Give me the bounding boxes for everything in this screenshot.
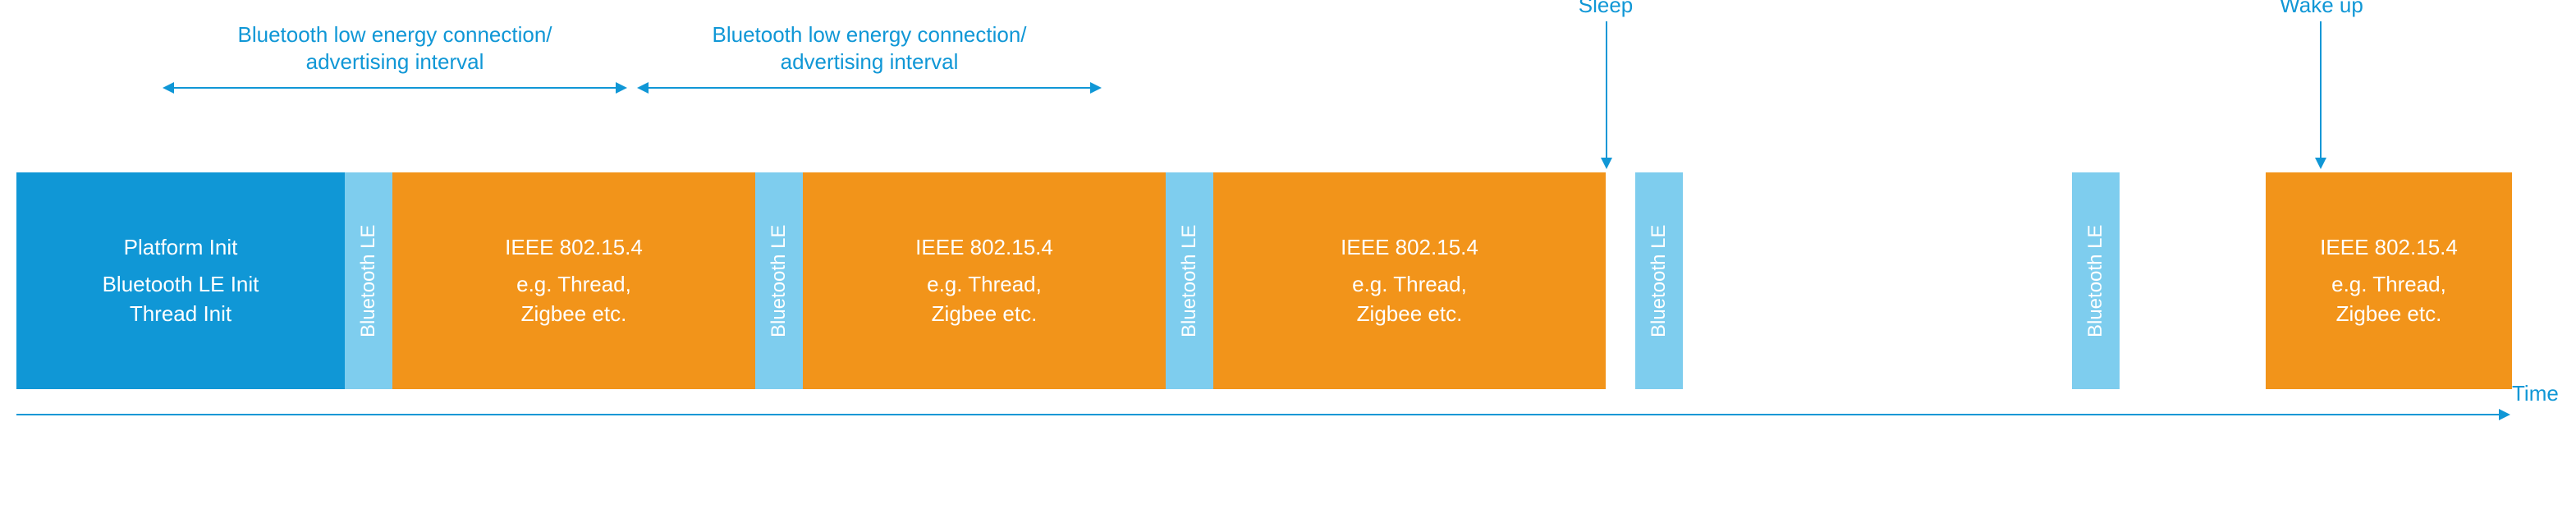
sleep-label: Sleep: [1556, 0, 1655, 19]
interval1-line1: Bluetooth low energy connection/: [237, 22, 552, 47]
sleep-arrow: [1601, 21, 1612, 169]
interval1-line2: advertising interval: [306, 49, 484, 74]
interval2-label: Bluetooth low energy connection/ adverti…: [637, 21, 1102, 75]
ieee2-line1: IEEE 802.15.4: [915, 233, 1053, 262]
block-ble2: Bluetooth LE: [755, 172, 803, 389]
interval2-line1: Bluetooth low energy connection/: [712, 22, 1026, 47]
init-line3: Thread Init: [130, 300, 231, 328]
time-axis: [16, 409, 2510, 420]
ieee4-line1: IEEE 802.15.4: [2320, 233, 2458, 262]
ieee1-line2: e.g. Thread,: [516, 270, 631, 299]
ieee1-line3: Zigbee etc.: [521, 300, 627, 328]
block-ieee4: IEEE 802.15.4 e.g. Thread, Zigbee etc.: [2266, 172, 2512, 389]
interval2-arrow: [637, 82, 1102, 94]
block-ieee1: IEEE 802.15.4 e.g. Thread, Zigbee etc.: [392, 172, 755, 389]
block-init: Platform Init Bluetooth LE Init Thread I…: [16, 172, 345, 389]
ieee2-line2: e.g. Thread,: [927, 270, 1042, 299]
interval1-arrow: [163, 82, 627, 94]
interval2-line2: advertising interval: [781, 49, 959, 74]
ieee1-line1: IEEE 802.15.4: [505, 233, 643, 262]
time-axis-label: Time: [2512, 381, 2559, 406]
ieee2-line3: Zigbee etc.: [932, 300, 1038, 328]
block-ieee3: IEEE 802.15.4 e.g. Thread, Zigbee etc.: [1213, 172, 1606, 389]
multiprotocol-timeline-diagram: Bluetooth low energy connection/ adverti…: [16, 16, 2560, 516]
block-ble1: Bluetooth LE: [345, 172, 392, 389]
wakeup-label: Wake up: [2256, 0, 2387, 19]
block-ieee2: IEEE 802.15.4 e.g. Thread, Zigbee etc.: [803, 172, 1166, 389]
ieee4-line3: Zigbee etc.: [2336, 300, 2442, 328]
ieee3-line1: IEEE 802.15.4: [1341, 233, 1478, 262]
block-ble5: Bluetooth LE: [2072, 172, 2120, 389]
timeline: Platform Init Bluetooth LE Init Thread I…: [16, 172, 2560, 389]
block-ble3: Bluetooth LE: [1166, 172, 1213, 389]
ieee3-line2: e.g. Thread,: [1352, 270, 1467, 299]
wakeup-arrow: [2315, 21, 2326, 169]
init-line2: Bluetooth LE Init: [103, 270, 259, 299]
ieee4-line2: e.g. Thread,: [2331, 270, 2446, 299]
init-line1: Platform Init: [124, 233, 238, 262]
ieee3-line3: Zigbee etc.: [1357, 300, 1463, 328]
interval1-label: Bluetooth low energy connection/ adverti…: [163, 21, 627, 75]
block-ble4: Bluetooth LE: [1635, 172, 1683, 389]
